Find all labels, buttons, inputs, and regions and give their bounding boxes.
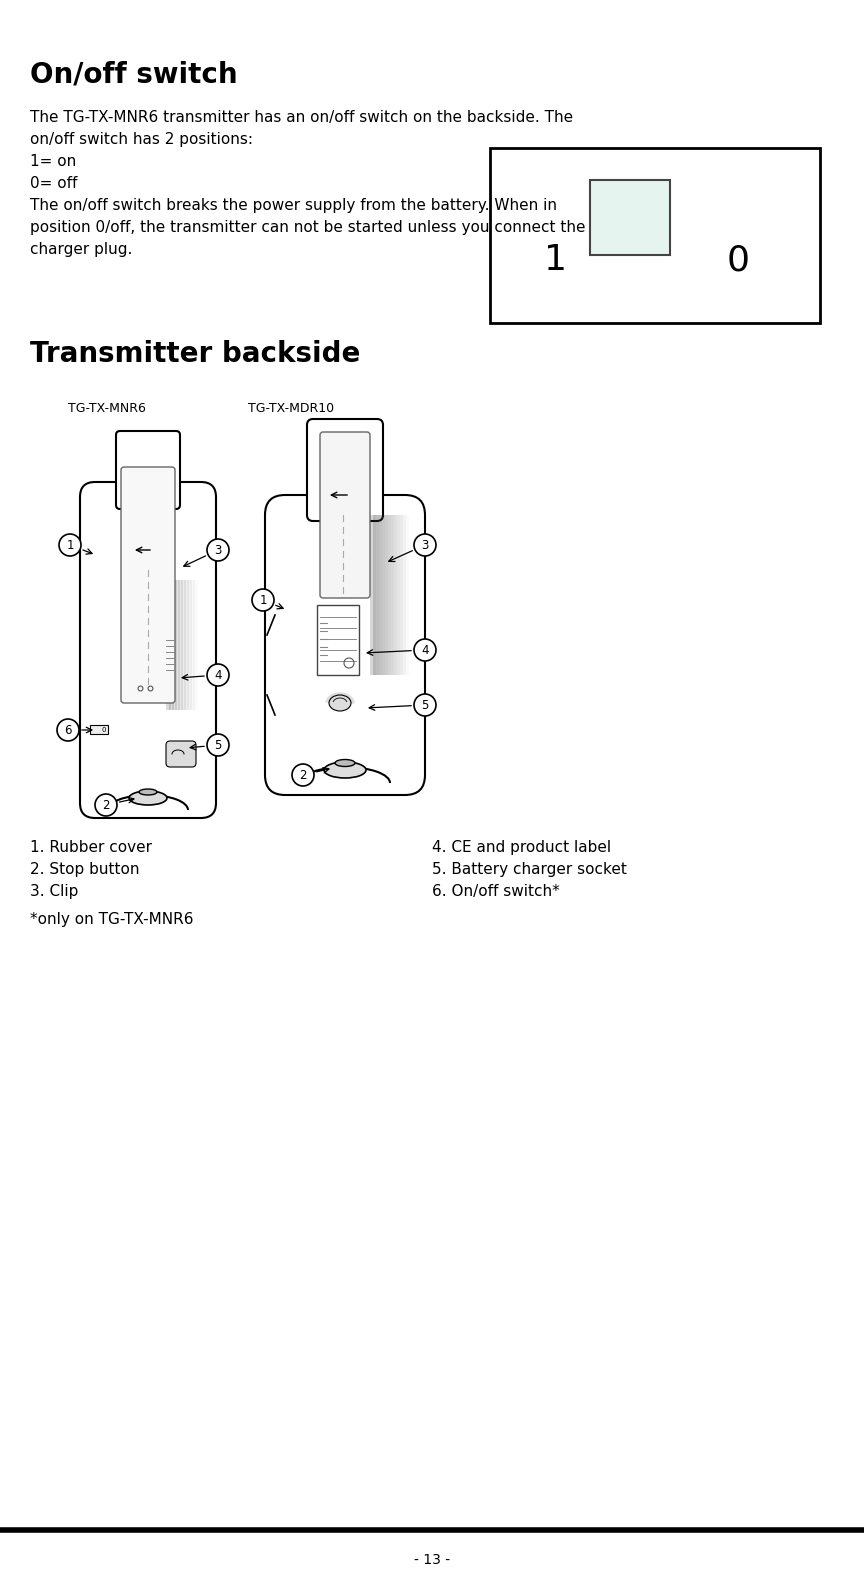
FancyBboxPatch shape — [307, 419, 383, 522]
Ellipse shape — [139, 790, 157, 794]
Text: On/off switch: On/off switch — [30, 60, 238, 88]
Circle shape — [414, 534, 436, 556]
Text: 4. CE and product label: 4. CE and product label — [432, 840, 611, 856]
Bar — [184, 580, 189, 711]
FancyBboxPatch shape — [116, 430, 180, 509]
Text: 3: 3 — [214, 544, 222, 556]
Text: position 0/off, the transmitter can not be started unless you connect the: position 0/off, the transmitter can not … — [30, 221, 586, 235]
Bar — [370, 515, 376, 675]
Polygon shape — [326, 693, 354, 703]
Circle shape — [59, 534, 81, 556]
Bar — [490, 148, 820, 323]
Circle shape — [292, 764, 314, 786]
Text: 2: 2 — [299, 769, 307, 782]
Text: 2: 2 — [102, 799, 110, 812]
Circle shape — [414, 638, 436, 660]
Text: 1= on: 1= on — [30, 154, 76, 169]
Bar — [376, 515, 382, 675]
Bar — [181, 580, 186, 711]
Ellipse shape — [335, 760, 355, 766]
FancyBboxPatch shape — [320, 432, 370, 597]
FancyBboxPatch shape — [80, 482, 216, 818]
Text: 4: 4 — [214, 668, 222, 681]
Text: TG-TX-MNR6: TG-TX-MNR6 — [68, 402, 146, 414]
Bar — [169, 580, 174, 711]
Text: 6. On/off switch*: 6. On/off switch* — [432, 884, 560, 898]
Bar — [385, 515, 391, 675]
Text: 1. Rubber cover: 1. Rubber cover — [30, 840, 152, 856]
Bar — [379, 515, 385, 675]
Circle shape — [57, 719, 79, 741]
Text: 3. Clip: 3. Clip — [30, 884, 79, 898]
Text: 5: 5 — [214, 739, 222, 752]
Text: 0: 0 — [102, 727, 106, 733]
Bar — [172, 580, 177, 711]
Ellipse shape — [329, 695, 351, 711]
Text: 4: 4 — [422, 643, 429, 657]
Bar — [175, 580, 180, 711]
Bar — [394, 515, 400, 675]
Bar — [391, 515, 397, 675]
FancyBboxPatch shape — [265, 495, 425, 794]
Text: on/off switch has 2 positions:: on/off switch has 2 positions: — [30, 132, 253, 147]
Ellipse shape — [129, 791, 167, 805]
Circle shape — [207, 734, 229, 756]
Circle shape — [95, 794, 117, 816]
Text: The on/off switch breaks the power supply from the battery. When in: The on/off switch breaks the power suppl… — [30, 199, 557, 213]
Bar — [90, 725, 108, 734]
Text: 0: 0 — [727, 243, 749, 277]
Text: 1: 1 — [259, 594, 267, 607]
Text: Transmitter backside: Transmitter backside — [30, 340, 360, 369]
Bar — [403, 515, 409, 675]
Text: 3: 3 — [422, 539, 429, 552]
Bar — [400, 515, 406, 675]
FancyBboxPatch shape — [121, 466, 175, 703]
Text: 5. Battery charger socket: 5. Battery charger socket — [432, 862, 627, 876]
Bar — [373, 515, 379, 675]
Text: 0= off: 0= off — [30, 177, 78, 191]
Text: 1: 1 — [67, 539, 73, 552]
Circle shape — [252, 589, 274, 611]
Text: charger plug.: charger plug. — [30, 243, 132, 257]
Text: The TG-TX-MNR6 transmitter has an on/off switch on the backside. The: The TG-TX-MNR6 transmitter has an on/off… — [30, 110, 573, 125]
Text: *only on TG-TX-MNR6: *only on TG-TX-MNR6 — [30, 913, 194, 927]
Text: TG-TX-MDR10: TG-TX-MDR10 — [248, 402, 334, 414]
Bar — [382, 515, 388, 675]
Text: 5: 5 — [422, 698, 429, 711]
Ellipse shape — [324, 763, 366, 779]
Text: 6: 6 — [64, 723, 72, 736]
Bar — [187, 580, 192, 711]
Text: - 13 -: - 13 - — [414, 1552, 450, 1567]
Circle shape — [207, 539, 229, 561]
Bar — [590, 180, 670, 255]
Bar — [397, 515, 403, 675]
Bar — [388, 515, 394, 675]
Bar — [166, 580, 171, 711]
Bar — [317, 605, 359, 675]
Bar — [178, 580, 183, 711]
FancyBboxPatch shape — [166, 741, 196, 768]
Bar — [193, 580, 198, 711]
Text: 2. Stop button: 2. Stop button — [30, 862, 139, 876]
Bar — [190, 580, 195, 711]
Circle shape — [207, 663, 229, 686]
Circle shape — [414, 693, 436, 716]
Text: 1: 1 — [543, 243, 567, 277]
